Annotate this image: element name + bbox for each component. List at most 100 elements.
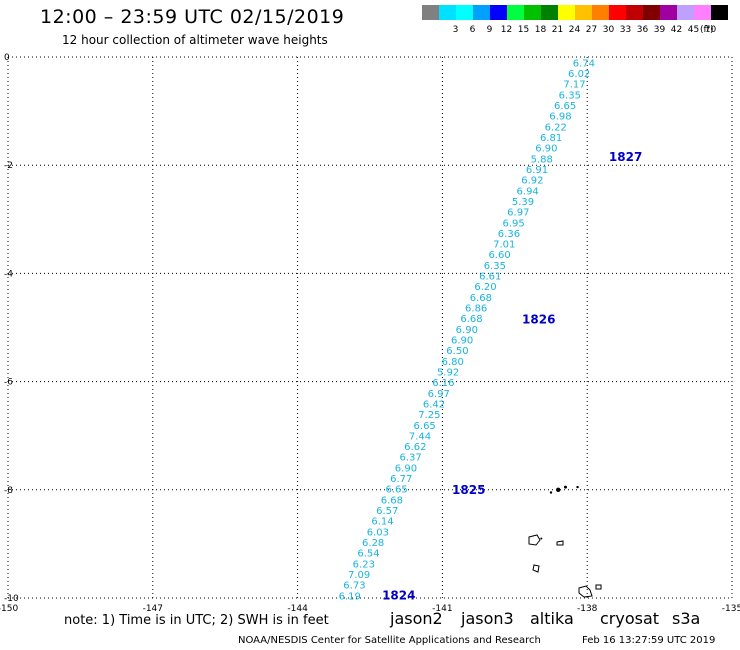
wave-height-value: 6.03: [367, 527, 389, 538]
wave-height-value: 6.14: [371, 517, 393, 528]
wave-height-value: 6.73: [343, 581, 365, 592]
legend-label: 45: [687, 25, 700, 35]
legend-label: 36: [636, 25, 649, 35]
wave-height-value: 6.81: [540, 133, 562, 144]
legend-label: 33: [619, 25, 632, 35]
wave-height-value: 6.90: [535, 144, 557, 155]
island: [576, 485, 579, 489]
legend-label: 21: [551, 25, 564, 35]
legend-swatch: [643, 5, 660, 20]
wave-height-value: 5.88: [531, 154, 553, 165]
legend-label: 39: [653, 25, 666, 35]
wave-height-value: 6.16: [432, 378, 454, 389]
x-tick-label: -144: [287, 604, 308, 614]
wave-height-value: 6.23: [353, 559, 375, 570]
x-tick-label: -147: [143, 604, 163, 614]
satellite-cryosat: cryosat: [600, 609, 660, 628]
island: [549, 491, 553, 494]
legend-label: 24: [568, 25, 581, 35]
legend-unit: (ft): [700, 25, 714, 35]
legend-swatch: [592, 5, 609, 20]
island-outline: [556, 540, 564, 546]
legend-label: 70: [704, 25, 717, 35]
wave-height-value: 6.68: [460, 314, 482, 325]
legend-swatch: [609, 5, 626, 20]
legend-swatch: [558, 5, 575, 20]
x-tick-label: -135: [722, 604, 740, 614]
wave-height-value: 6.57: [376, 506, 398, 517]
wave-height-value: 6.62: [404, 442, 426, 453]
satellite-s3a: s3a: [672, 609, 701, 628]
y-tick-label: -10: [4, 594, 19, 604]
track-time-label: 1826: [522, 312, 555, 326]
wave-height-value: 7.44: [409, 431, 431, 442]
credit-text: NOAA/NESDIS Center for Satellite Applica…: [238, 635, 541, 646]
wave-height-value: 6.68: [470, 293, 492, 304]
legend-label: 9: [486, 25, 493, 35]
timestamp: Feb 16 13:27:59 UTC 2019: [582, 635, 716, 646]
wave-height-value: 6.22: [545, 122, 567, 133]
x-tick-label: -150: [0, 604, 18, 614]
x-tick-label: -141: [432, 604, 452, 614]
footer-note: note: 1) Time is in UTC; 2) SWH is in fe…: [64, 613, 329, 628]
wave-height-value: 6.65: [385, 485, 407, 496]
legend-label: 6: [469, 25, 476, 35]
legend-label: 27: [585, 25, 598, 35]
y-tick-label: 0: [4, 53, 10, 63]
y-tick-label: -4: [4, 269, 13, 279]
wave-height-value: 6.91: [526, 165, 548, 176]
track-time-label: 1827: [609, 150, 642, 164]
wave-height-value: 6.35: [484, 261, 506, 272]
wave-height-value: 6.77: [390, 474, 412, 485]
legend-swatch: [660, 5, 677, 20]
legend-swatch: [490, 5, 507, 20]
wave-height-value: 6.95: [502, 218, 524, 229]
wave-height-value: 6.80: [442, 357, 464, 368]
x-tick-label: -138: [577, 604, 598, 614]
legend-swatch: [694, 5, 711, 20]
island-outline: [532, 564, 540, 573]
wave-height-value: 6.02: [568, 69, 590, 80]
wave-height-value: 7.09: [348, 570, 370, 581]
legend-label: 42: [670, 25, 683, 35]
satellite-altika: altika: [530, 609, 574, 628]
wave-height-value: 6.94: [517, 186, 539, 197]
wave-height-value: 5.92: [437, 367, 459, 378]
satellite-jason2: jason2: [390, 609, 443, 628]
wave-height-value: 5.39: [512, 197, 534, 208]
wave-height-value: 6.97: [507, 208, 529, 219]
legend-swatch: [439, 5, 456, 20]
wave-height-value: 6.36: [498, 229, 520, 240]
wave-height-value: 6.28: [362, 538, 384, 549]
legend-swatch: [626, 5, 643, 20]
wave-height-value: 6.90: [395, 463, 417, 474]
wave-height-value: 6.60: [488, 250, 510, 261]
page-subtitle: 12 hour collection of altimeter wave hei…: [62, 33, 328, 47]
island-outline: [528, 534, 541, 546]
legend-swatch: [575, 5, 592, 20]
page-title: 12:00 – 23:59 UTC 02/15/2019: [40, 6, 345, 28]
island-outline: [595, 584, 602, 590]
wave-height-value: 6.37: [399, 453, 421, 464]
legend-swatch: [507, 5, 524, 20]
wave-height-value: 6.90: [456, 325, 478, 336]
wave-height-value: 7.01: [493, 240, 515, 251]
y-tick-label: -8: [4, 486, 13, 496]
wave-height-value: 6.65: [414, 421, 436, 432]
wave-height-value: 6.97: [428, 389, 450, 400]
wave-height-value: 7.17: [563, 80, 585, 91]
legend-swatch: [541, 5, 558, 20]
wave-height-value: 6.50: [446, 346, 468, 357]
island: [540, 537, 543, 540]
legend-label: 15: [517, 25, 530, 35]
island: [556, 487, 561, 492]
island-outline: [578, 585, 593, 598]
satellite-jason3: jason3: [461, 609, 514, 628]
wave-height-value: 6.74: [573, 58, 595, 69]
wave-height-value: 6.90: [451, 336, 473, 347]
wave-height-value: 6.65: [554, 101, 576, 112]
wave-height-value: 6.86: [465, 304, 487, 315]
y-tick-label: -2: [4, 161, 13, 171]
wave-height-value: 6.61: [479, 272, 501, 283]
track-time-label: 1825: [452, 483, 485, 497]
